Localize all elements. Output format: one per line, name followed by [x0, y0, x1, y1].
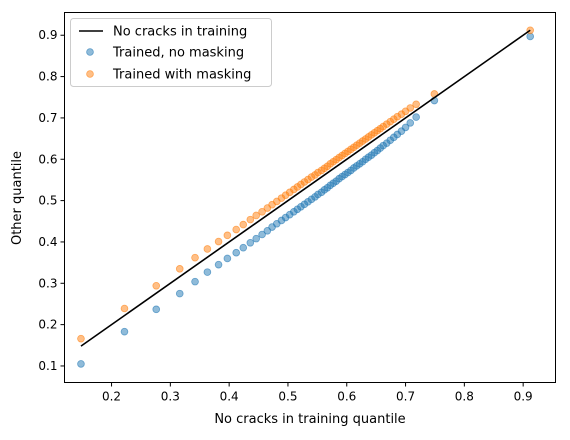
- y-tick-label: 0.4: [38, 235, 57, 249]
- data-point: [175, 265, 184, 273]
- data-point: [191, 277, 199, 286]
- data-point: [246, 238, 255, 247]
- x-axis-label: No cracks in training quantile: [214, 412, 405, 427]
- data-point: [152, 281, 161, 290]
- data-point: [152, 305, 161, 314]
- x-tick-label: 0.2: [102, 390, 121, 404]
- data-point: [120, 304, 129, 313]
- data-point: [239, 220, 248, 229]
- data-layer: [77, 26, 535, 368]
- data-point: [223, 231, 232, 240]
- data-point: [412, 113, 420, 121]
- legend-label-no-masking: Trained, no masking: [112, 46, 244, 61]
- x-tick-label: 0.8: [455, 390, 474, 404]
- series-trained-no-masking: [77, 32, 535, 368]
- legend-marker-with-masking: [86, 70, 94, 78]
- data-point: [526, 32, 535, 41]
- data-point: [258, 230, 266, 239]
- data-point: [214, 237, 223, 246]
- data-point: [252, 234, 260, 243]
- data-point: [406, 119, 415, 127]
- y-tick-label: 0.1: [38, 359, 57, 373]
- data-point: [77, 360, 85, 368]
- y-tick-label: 0.7: [38, 111, 57, 125]
- reference-line: [80, 29, 531, 347]
- x-axis-ticks: 0.2 0.3 0.4 0.5 0.6 0.7 0.8 0.9: [102, 382, 533, 404]
- x-tick-label: 0.6: [337, 390, 356, 404]
- y-tick-label: 0.5: [38, 194, 57, 208]
- data-point: [191, 253, 199, 262]
- data-point: [258, 207, 266, 216]
- y-tick-label: 0.3: [38, 276, 57, 290]
- x-tick-label: 0.9: [514, 390, 533, 404]
- data-point: [401, 123, 410, 132]
- data-point: [232, 248, 241, 257]
- plot-frame: [64, 12, 556, 383]
- x-tick-label: 0.4: [220, 390, 239, 404]
- legend-label-with-masking: Trained with masking: [112, 68, 251, 83]
- y-axis-label: Other quantile: [10, 151, 25, 245]
- data-point: [175, 289, 184, 298]
- y-axis-ticks: 0.1 0.2 0.3 0.4 0.5 0.6 0.7 0.8 0.9: [38, 28, 65, 373]
- x-tick-label: 0.7: [396, 390, 415, 404]
- data-point: [120, 327, 129, 336]
- y-tick-label: 0.9: [38, 28, 57, 42]
- legend-label-reference: No cracks in training: [113, 25, 247, 40]
- data-point: [246, 215, 255, 224]
- x-tick-label: 0.5: [278, 390, 297, 404]
- legend-frame: [70, 18, 272, 87]
- data-point: [406, 104, 415, 112]
- y-tick-label: 0.8: [38, 70, 57, 84]
- data-point: [77, 334, 85, 343]
- data-point: [203, 268, 212, 276]
- legend-marker-no-masking: [86, 48, 94, 56]
- x-tick-label: 0.3: [161, 390, 180, 404]
- y-tick-label: 0.2: [38, 318, 57, 332]
- data-point: [239, 243, 248, 252]
- data-point: [223, 254, 232, 263]
- data-point: [203, 245, 212, 253]
- y-tick-label: 0.6: [38, 152, 57, 166]
- data-point: [214, 260, 223, 269]
- data-point: [252, 211, 260, 220]
- legend: No cracks in training Trained, no maskin…: [70, 18, 272, 87]
- data-point: [232, 225, 241, 234]
- data-point: [412, 100, 420, 109]
